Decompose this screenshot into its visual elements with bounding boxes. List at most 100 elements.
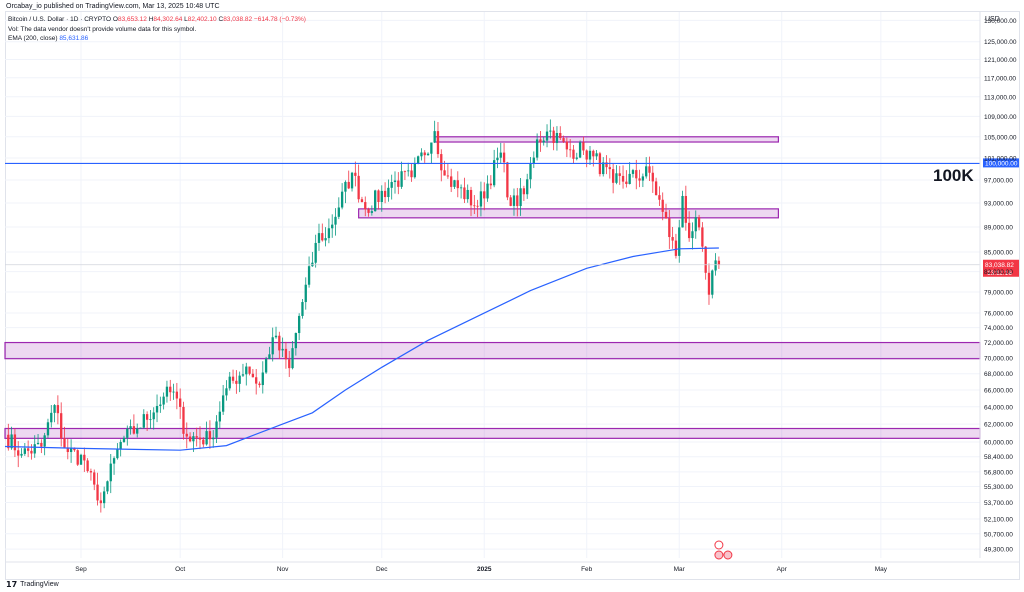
candle-body	[354, 172, 357, 176]
candle-body	[281, 348, 284, 351]
candle-body	[334, 216, 337, 225]
price-tick-label: 68,000.00	[984, 371, 1013, 378]
candle-body	[284, 348, 288, 360]
candle-body	[188, 436, 192, 442]
candle-body	[364, 202, 367, 210]
price-tick-label: 49,300.00	[984, 547, 1013, 554]
candle-body	[360, 199, 364, 203]
symbol-title: Bitcoin / U.S. Dollar · 1D · CRYPTO	[8, 16, 112, 23]
zones	[4, 136, 981, 439]
candle-body	[327, 228, 331, 239]
candle-body	[446, 175, 450, 177]
candle-body	[400, 171, 403, 187]
candle-body	[96, 484, 99, 501]
high-label: H	[148, 16, 154, 23]
candle-body	[459, 187, 463, 189]
price-axis: 130,000.00 125,000.00 121,000.00 117,000.00…	[979, 12, 1017, 558]
price-tick-label: 70,000.00	[984, 355, 1013, 362]
candle-body	[162, 396, 165, 405]
candle-body	[350, 172, 354, 189]
candle-body	[20, 453, 23, 456]
candle-body	[486, 183, 489, 199]
candle-body	[238, 375, 241, 384]
candle-body	[559, 133, 562, 139]
time-tick-label: May	[875, 566, 888, 573]
candle-body	[426, 153, 430, 156]
level-price-tag	[983, 158, 1019, 168]
candle-body	[370, 211, 374, 213]
candle-body	[529, 163, 532, 180]
candle-body	[516, 195, 519, 207]
candle-body	[684, 195, 688, 223]
candle-body	[641, 176, 645, 181]
candle-body	[595, 153, 598, 157]
price-tick-label: 121,000.00	[984, 57, 1017, 64]
currency-label[interactable]: USD	[985, 16, 1000, 23]
tradingview-logo-icon: 17	[6, 580, 18, 589]
price-tick-label: 55,300.00	[984, 484, 1013, 491]
candle-body	[297, 315, 301, 334]
price-tick-label: 82,000.00	[984, 269, 1013, 276]
candle-body	[102, 491, 106, 504]
candle-body	[83, 454, 86, 461]
price-tick-label: 50,700.00	[984, 531, 1013, 538]
candle-body	[93, 472, 96, 485]
candle-body	[86, 460, 89, 472]
candle-body	[506, 162, 509, 198]
candle-body	[549, 130, 552, 132]
candle-body	[654, 181, 658, 196]
candle-body	[205, 431, 208, 445]
candle-body	[43, 435, 46, 447]
candle-body	[691, 231, 694, 239]
bar-countdown-label: 13:11:16	[987, 270, 1012, 277]
candle-body	[532, 157, 535, 164]
candle-body	[552, 130, 555, 143]
candle-body	[413, 163, 416, 178]
price-tick-label: 93,000.00	[984, 200, 1013, 207]
candle-body	[291, 348, 294, 369]
candle-body	[592, 150, 595, 157]
brand-name: TradingView	[20, 581, 59, 588]
candle-body	[13, 434, 17, 451]
candle-body	[456, 180, 459, 189]
candle-body	[159, 404, 162, 406]
close-value: 83,038.82	[223, 16, 253, 23]
candle-body	[258, 383, 261, 386]
price-tick-label: 101,000.00	[984, 155, 1017, 162]
price-tick-label: 76,000.00	[984, 311, 1013, 318]
candle-body	[416, 156, 420, 164]
candle-body	[671, 237, 674, 241]
candle-body	[241, 374, 245, 376]
candle-body	[466, 189, 469, 200]
candle-body	[109, 463, 112, 482]
candle-body	[36, 442, 40, 445]
event-marker-icon	[714, 540, 724, 550]
candle-body	[611, 169, 615, 183]
candle-body	[569, 149, 572, 151]
price-tick-label: 56,800.00	[984, 469, 1013, 476]
candle-body	[221, 395, 225, 412]
price-tick-label: 72,000.00	[984, 340, 1013, 347]
candle-body	[519, 188, 522, 207]
candle-body	[112, 458, 116, 464]
candle-body	[245, 366, 248, 375]
candle-body	[433, 131, 436, 143]
tradingview-brand[interactable]: 17 TradingView	[6, 580, 59, 589]
candle-body	[562, 138, 565, 142]
price-tick-label: 64,000.00	[984, 404, 1013, 411]
event-flag-icon	[714, 550, 724, 560]
candle-body	[248, 366, 251, 374]
candle-body	[119, 441, 122, 450]
candle-body	[387, 187, 390, 198]
time-tick-label: Apr	[777, 566, 788, 573]
candle-body	[618, 173, 621, 176]
candle-body	[99, 500, 103, 504]
candle-body	[179, 398, 182, 407]
candle-body	[450, 176, 453, 187]
publisher-line: Orcabay_io published on TradingView.com,…	[6, 3, 220, 10]
candle-body	[53, 405, 56, 413]
price-tick-label: 109,000.00	[984, 114, 1017, 121]
candle-body	[535, 139, 539, 158]
